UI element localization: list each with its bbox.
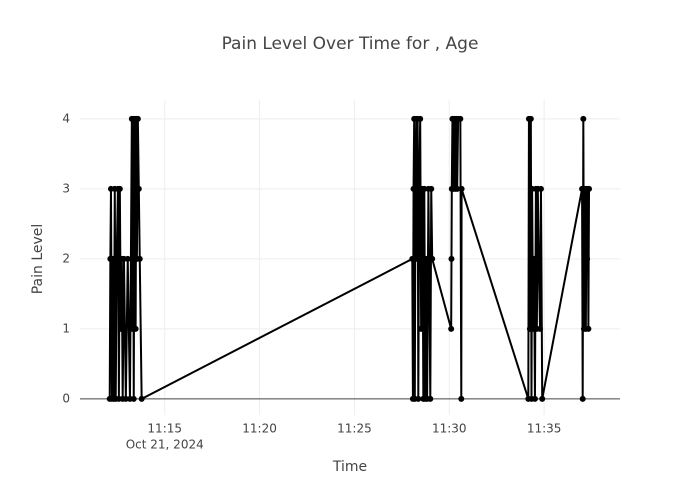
marker: [113, 255, 120, 262]
marker: [423, 255, 430, 262]
marker: [122, 395, 129, 402]
x-tick-label: 11:20: [242, 422, 277, 436]
marker: [535, 255, 542, 262]
x-tick-label: 11:15: [147, 422, 182, 436]
marker: [585, 325, 592, 332]
marker: [415, 395, 422, 402]
marker: [539, 395, 546, 402]
marker: [124, 255, 131, 262]
marker: [418, 325, 425, 332]
marker: [117, 325, 124, 332]
marker: [138, 395, 145, 402]
marker: [132, 325, 139, 332]
marker: [531, 395, 538, 402]
marker: [537, 185, 544, 192]
marker: [414, 255, 421, 262]
x-axis-title: Time: [332, 459, 367, 475]
marker: [417, 115, 424, 122]
marker: [428, 185, 435, 192]
chart-title: Pain Level Over Time for , Age: [222, 34, 479, 54]
x-tick-label: 11:25: [337, 422, 372, 436]
marker: [134, 115, 141, 122]
marker: [586, 185, 593, 192]
y-axis-title: Pain Level: [30, 224, 46, 295]
marker: [527, 115, 534, 122]
marker: [116, 185, 123, 192]
marker: [579, 395, 586, 402]
plot-area: [106, 115, 593, 402]
x-tick-label: 11:30: [432, 422, 467, 436]
marker: [409, 255, 416, 262]
x-tick-label: 11:35: [527, 422, 562, 436]
marker: [130, 395, 137, 402]
marker: [448, 325, 455, 332]
y-tick-label: 2: [62, 251, 70, 265]
marker: [136, 255, 143, 262]
y-tick-label: 0: [62, 391, 70, 405]
y-tick-label: 4: [62, 111, 70, 125]
line: [108, 117, 591, 401]
marker: [421, 185, 428, 192]
marker: [584, 255, 591, 262]
marker: [448, 255, 455, 262]
y-tick-label: 3: [62, 181, 70, 195]
marker: [537, 325, 544, 332]
marker: [135, 185, 142, 192]
marker: [457, 115, 464, 122]
marker: [131, 185, 138, 192]
marker: [531, 255, 538, 262]
marker: [458, 395, 465, 402]
marker: [429, 255, 436, 262]
marker: [454, 185, 461, 192]
marker: [458, 185, 465, 192]
x-date-label: Oct 21, 2024: [126, 438, 204, 452]
marker: [580, 115, 587, 122]
y-tick-label: 1: [62, 321, 70, 335]
marker: [427, 395, 434, 402]
